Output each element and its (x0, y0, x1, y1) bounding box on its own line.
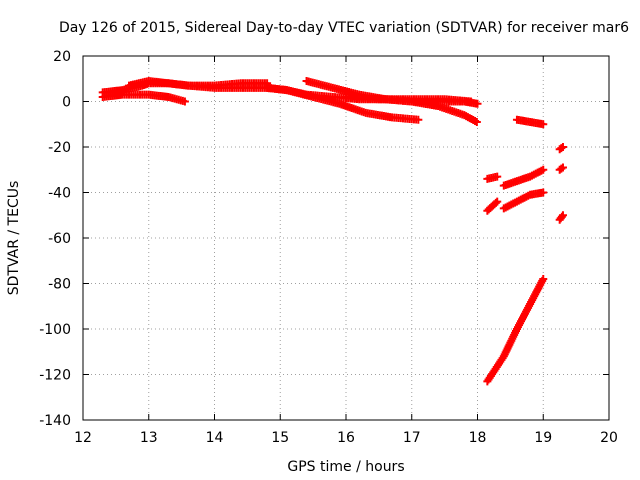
data-point (539, 165, 548, 174)
data-point (539, 274, 548, 283)
x-tick-label: 20 (600, 430, 618, 446)
series-track-13 (555, 163, 567, 174)
data-point (557, 212, 566, 221)
y-tick-label: 20 (53, 49, 71, 65)
data-point (493, 172, 502, 181)
series-track-6 (342, 92, 475, 106)
x-tick-label: 12 (74, 430, 92, 446)
y-tick-label: -80 (48, 277, 71, 293)
data-point (557, 144, 566, 153)
series-track-9 (499, 165, 548, 190)
series-track-11 (499, 188, 548, 213)
x-tick-label: 17 (403, 430, 421, 446)
series-track-15 (483, 274, 548, 386)
data-point (473, 99, 482, 108)
data-point (414, 115, 423, 124)
y-tick-label: 0 (62, 95, 71, 111)
x-axis-label: GPS time / hours (287, 459, 404, 475)
series-track-14 (555, 211, 567, 224)
y-tick-label: -120 (39, 368, 71, 384)
series-track-2 (98, 90, 189, 106)
y-tick-label: -40 (48, 186, 71, 202)
chart-title: Day 126 of 2015, Sidereal Day-to-day VTE… (59, 20, 629, 36)
x-tick-label: 15 (271, 430, 289, 446)
data-point (558, 143, 567, 151)
y-axis-ticks: 20 0 -20 -40 -60 -80 -100 -120 -140 (39, 49, 609, 429)
data-point (558, 211, 567, 220)
x-tick-label: 14 (206, 430, 224, 446)
data-point (491, 198, 500, 207)
series-track-4 (263, 83, 423, 124)
x-tick-label: 13 (140, 430, 158, 446)
y-axis-label: SDTVAR / TECUs (6, 181, 22, 296)
series-track-12 (555, 143, 567, 154)
series-track-10 (483, 197, 502, 215)
data-point (180, 97, 189, 106)
data-point (539, 188, 548, 197)
data-point (472, 117, 481, 126)
y-tick-label: -140 (39, 413, 71, 429)
data-point (466, 97, 475, 106)
data-points (98, 77, 567, 386)
data-point (557, 164, 566, 173)
y-tick-label: -100 (39, 322, 71, 338)
y-tick-label: -60 (48, 231, 71, 247)
plot-frame (82, 55, 610, 421)
data-point (558, 163, 567, 172)
x-tick-label: 16 (337, 430, 355, 446)
x-tick-label: 18 (469, 430, 487, 446)
series-track-7 (512, 115, 548, 129)
y-tick-label: -20 (48, 140, 71, 156)
grid-lines (83, 56, 609, 420)
x-tick-label: 19 (534, 430, 552, 446)
series-track-3 (125, 77, 272, 90)
x-axis-ticks: 12 13 14 15 16 17 18 19 20 (74, 56, 618, 446)
data-point (493, 197, 502, 206)
series-track-8 (483, 172, 502, 183)
data-point (539, 120, 548, 129)
